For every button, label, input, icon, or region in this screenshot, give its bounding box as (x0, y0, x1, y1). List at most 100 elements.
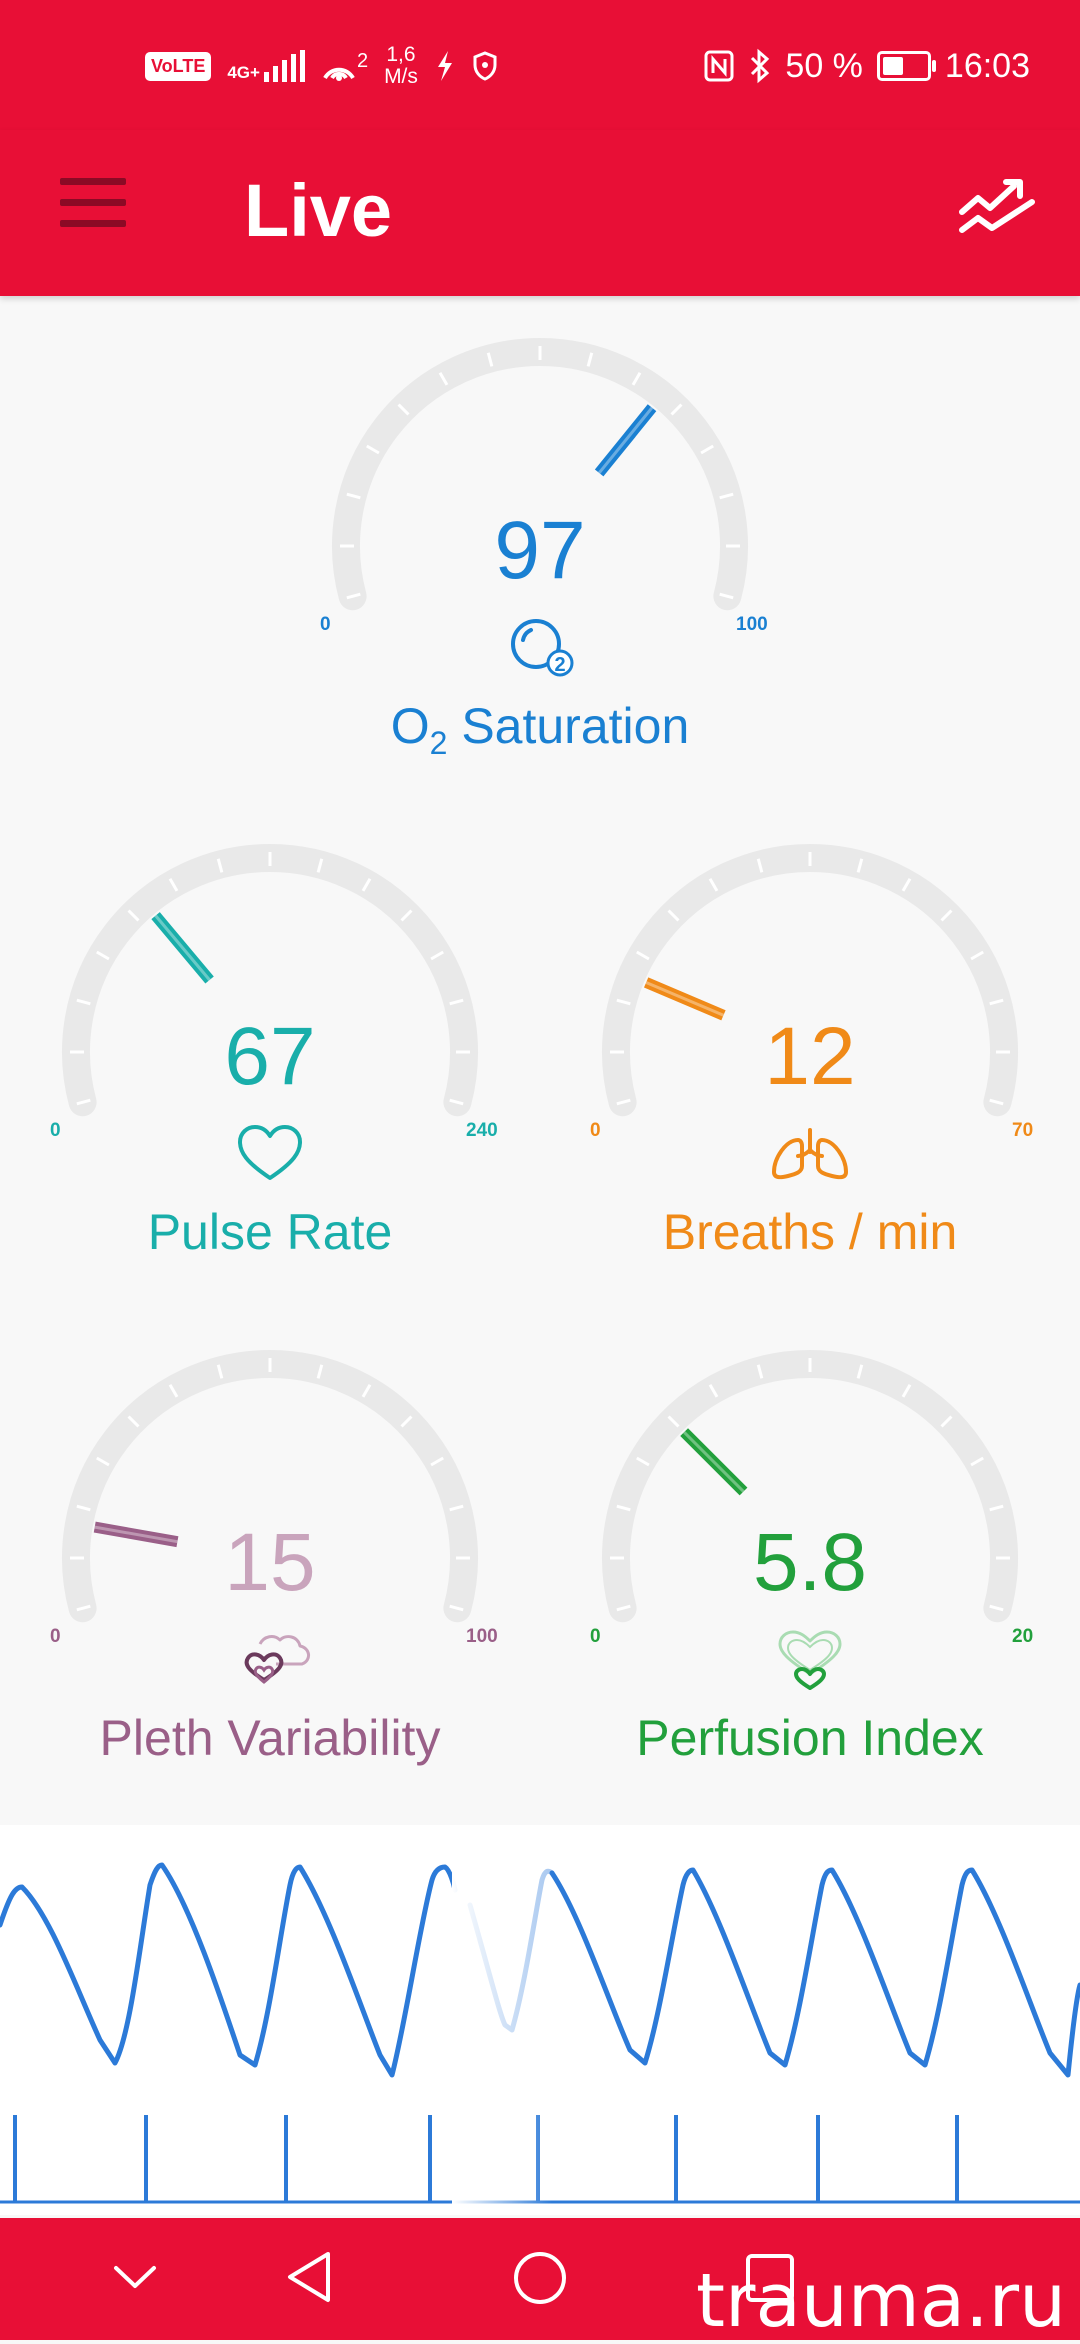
gauge-tick (366, 444, 380, 455)
gauge-needle (151, 912, 214, 984)
clock: 16:03 (944, 46, 1030, 85)
o2-saturation-max: 100 (736, 614, 768, 635)
gauge-tick (430, 1456, 444, 1467)
pulse-rate-value: 67 (224, 1011, 316, 1102)
pulse-rate-min: 0 (50, 1120, 61, 1141)
gauge-tick (989, 1504, 1004, 1512)
gauge-tick (168, 1384, 179, 1398)
gauge-tick (361, 878, 372, 892)
gauge-tick (127, 1415, 140, 1428)
gauge-tick (449, 1504, 464, 1512)
gauge-dial (62, 844, 478, 1117)
gauge-tick (970, 1456, 984, 1467)
perfusion-index-label: Perfusion Index (636, 1710, 984, 1766)
app-bar: Live (0, 130, 1080, 296)
bluetooth-icon (751, 48, 770, 84)
perfusion-index-max: 20 (1012, 1626, 1034, 1647)
pulse-rate-label: Pulse Rate (147, 1204, 393, 1260)
trend-chart-icon[interactable] (958, 172, 1036, 238)
gauge-tick (756, 858, 764, 873)
gauge-tick (449, 1604, 464, 1612)
lungs-icon (772, 1128, 848, 1180)
gauge-tick (616, 1504, 631, 1512)
gauge-tick (940, 909, 953, 922)
gauge-o2-saturation: 97 0 100 2 O2 Saturation (320, 338, 768, 761)
network-speed: 1,6 M/s (384, 44, 418, 88)
gauge-pleth-variability: 15 0 100 Pleth Variability (50, 1350, 498, 1772)
pulse-rate-max: 240 (466, 1120, 498, 1141)
page-title: Live (244, 169, 393, 252)
home-icon[interactable] (512, 2250, 568, 2306)
pleth-hearts-icon (244, 1635, 310, 1684)
gauge-tick (76, 1604, 91, 1612)
gauge-tick (586, 352, 594, 367)
gauge-tick (216, 858, 224, 873)
gauge-tick (400, 909, 413, 922)
hotspot-count: 2 (356, 50, 369, 72)
battery-percent: 50 % (785, 46, 863, 85)
gauge-dial (602, 1350, 1018, 1623)
gauge-tick (96, 1456, 110, 1467)
back-icon[interactable] (282, 2248, 336, 2306)
gauge-tick (708, 1384, 719, 1398)
gauge-needle (594, 404, 657, 477)
svg-text:2: 2 (554, 654, 565, 676)
nfc-icon (704, 50, 734, 82)
signal-icon: 4G+ (227, 50, 305, 82)
pleth-waveform-panel (0, 1825, 1080, 2215)
gauge-tick (400, 1415, 413, 1428)
gauge-tick (719, 592, 734, 600)
gauge-tick (636, 950, 650, 961)
o2-saturation-label: O2 Saturation (274, 696, 806, 773)
gauge-tick (216, 1364, 224, 1379)
speed-unit: M/s (384, 65, 418, 88)
status-bar: VoLTE 4G+ 2 1,6 M/s (0, 0, 1080, 130)
gauge-tick (449, 1098, 464, 1106)
volte-badge: VoLTE (145, 51, 212, 81)
gauge-tick (438, 372, 449, 386)
gauge-tick (397, 403, 410, 416)
hotspot-icon: 2 (321, 50, 368, 82)
gauge-tick (361, 1384, 372, 1398)
gauge-tick (316, 1364, 324, 1379)
gauge-tick (430, 950, 444, 961)
hamburger-menu-icon[interactable] (60, 178, 126, 240)
breaths-min: 0 (590, 1120, 601, 1141)
gauge-perfusion-index: 5.8 0 20 Perfusion Index (590, 1350, 1033, 1772)
gauge-tick (667, 909, 680, 922)
breaths-max: 70 (1012, 1120, 1034, 1141)
network-type: 4G+ (227, 63, 260, 82)
perfusion-index-value: 5.8 (753, 1517, 867, 1608)
gauge-tick (168, 878, 179, 892)
gauge-tick (989, 1604, 1004, 1612)
gauge-tick (631, 372, 642, 386)
gauge-tick (989, 1098, 1004, 1106)
gauge-tick (700, 444, 714, 455)
battery-icon (876, 51, 936, 81)
gauge-tick (756, 1364, 764, 1379)
gauge-tick (76, 1098, 91, 1106)
watermark: trauma.ru (696, 2258, 1066, 2344)
gauge-tick (449, 998, 464, 1006)
gauge-tick (940, 1415, 953, 1428)
recents-icon[interactable] (744, 2252, 796, 2304)
vpn-icon (437, 51, 452, 81)
o2-label-sub: 2 (429, 725, 448, 761)
heart-icon (238, 1125, 302, 1180)
gauge-tick (616, 1098, 631, 1106)
collapse-down-icon[interactable] (112, 2262, 158, 2292)
gauge-tick (901, 1384, 912, 1398)
gauge-tick (346, 592, 361, 600)
o2-bubble-icon: 2 (511, 619, 574, 677)
o2-saturation-min: 0 (320, 614, 331, 635)
gauge-needle (93, 1521, 179, 1548)
gauge-tick (989, 998, 1004, 1006)
gauge-breaths-per-min: 12 0 70 Breaths / min (590, 844, 1033, 1266)
gauge-dial (602, 844, 1018, 1117)
o2-saturation-value: 97 (494, 505, 586, 596)
gauge-needle (680, 1428, 748, 1496)
gauge-dial (332, 338, 748, 611)
speed-value: 1,6 (386, 43, 416, 66)
gauge-tick (708, 878, 719, 892)
gauge-tick (856, 1364, 864, 1379)
